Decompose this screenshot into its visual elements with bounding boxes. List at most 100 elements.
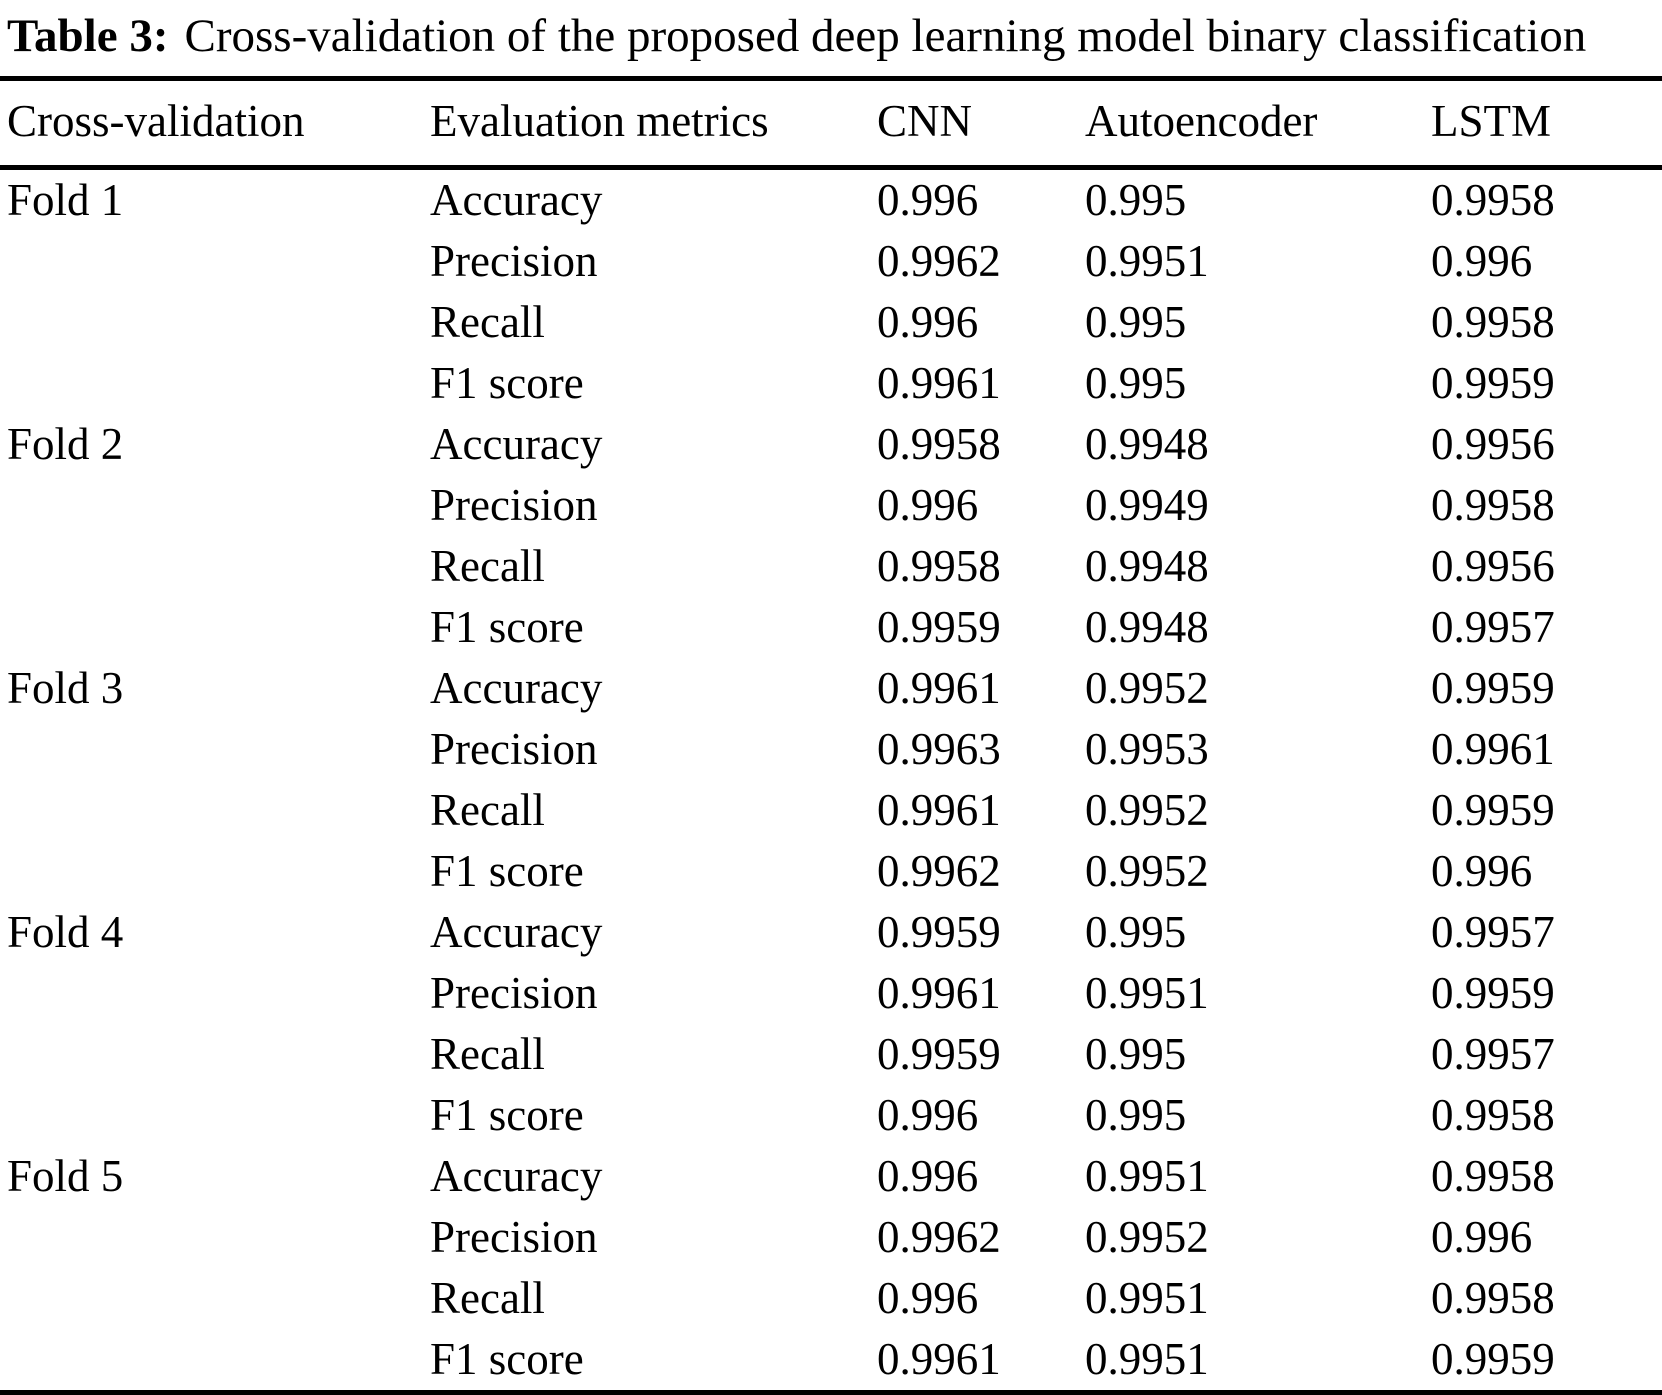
- table-row: Precision 0.996 0.9949 0.9958: [0, 475, 1662, 536]
- fold-label-empty: [0, 353, 430, 414]
- table-row: F1 score 0.9961 0.9951 0.9959: [0, 1329, 1662, 1393]
- lstm-value: 0.9959: [1431, 1334, 1555, 1385]
- metric-label: Accuracy: [430, 1151, 603, 1202]
- table-row: Fold 2 Accuracy 0.9958 0.9948 0.9956: [0, 414, 1662, 475]
- fold-label-empty: [0, 780, 430, 841]
- lstm-value: 0.9961: [1431, 724, 1555, 775]
- fold-label-empty: [0, 536, 430, 597]
- cnn-value: 0.996: [877, 480, 979, 531]
- cnn-value: 0.996: [877, 297, 979, 348]
- table-row: Recall 0.9961 0.9952 0.9959: [0, 780, 1662, 841]
- metric-label: Recall: [430, 1029, 545, 1080]
- lstm-value: 0.9958: [1431, 480, 1555, 531]
- metric-label: Accuracy: [430, 907, 603, 958]
- metric-label: F1 score: [430, 846, 584, 897]
- cnn-value: 0.9959: [877, 1029, 1001, 1080]
- cnn-value: 0.9962: [877, 236, 1001, 287]
- fold-label-empty: [0, 597, 430, 658]
- fold-label-empty: [0, 963, 430, 1024]
- lstm-value: 0.9958: [1431, 297, 1555, 348]
- lstm-value: 0.9959: [1431, 785, 1555, 836]
- metric-label: F1 score: [430, 1090, 584, 1141]
- fold-label: Fold 1: [7, 175, 124, 226]
- cnn-value: 0.9961: [877, 785, 1001, 836]
- table-row: Recall 0.996 0.9951 0.9958: [0, 1268, 1662, 1329]
- fold-label: Fold 3: [7, 663, 124, 714]
- lstm-value: 0.996: [1431, 1212, 1533, 1263]
- lstm-value: 0.996: [1431, 846, 1533, 897]
- fold-label-empty: [0, 231, 430, 292]
- fold-label-empty: [0, 1329, 430, 1393]
- lstm-value: 0.9957: [1431, 602, 1555, 653]
- fold-label-empty: [0, 1085, 430, 1146]
- metric-label: Accuracy: [430, 419, 603, 470]
- metric-label: Precision: [430, 724, 598, 775]
- cnn-value: 0.996: [877, 175, 979, 226]
- autoencoder-value: 0.9951: [1085, 1273, 1209, 1324]
- col-header-autoencoder: Autoencoder: [1085, 78, 1431, 170]
- cnn-value: 0.9958: [877, 541, 1001, 592]
- table-caption-label: Table 3:: [7, 10, 169, 62]
- table-row: Fold 4 Accuracy 0.9959 0.995 0.9957: [0, 902, 1662, 963]
- lstm-value: 0.9959: [1431, 358, 1555, 409]
- metric-label: Precision: [430, 1212, 598, 1263]
- lstm-value: 0.9959: [1431, 663, 1555, 714]
- metric-label: Accuracy: [430, 175, 603, 226]
- cnn-value: 0.9961: [877, 663, 1001, 714]
- autoencoder-value: 0.9951: [1085, 968, 1209, 1019]
- fold-label-empty: [0, 475, 430, 536]
- table-row: F1 score 0.996 0.995 0.9958: [0, 1085, 1662, 1146]
- fold-label-empty: [0, 292, 430, 353]
- col-header-cross-validation: Cross-validation: [0, 78, 430, 170]
- fold-label: Fold 4: [7, 907, 124, 958]
- cnn-value: 0.9959: [877, 602, 1001, 653]
- table-row: F1 score 0.9962 0.9952 0.996: [0, 841, 1662, 902]
- cnn-value: 0.9959: [877, 907, 1001, 958]
- table-row: Recall 0.9959 0.995 0.9957: [0, 1024, 1662, 1085]
- table-row: Precision 0.9961 0.9951 0.9959: [0, 963, 1662, 1024]
- col-header-evaluation-metrics: Evaluation metrics: [430, 78, 877, 170]
- metric-label: F1 score: [430, 358, 584, 409]
- table-row: F1 score 0.9959 0.9948 0.9957: [0, 597, 1662, 658]
- autoencoder-value: 0.9951: [1085, 1334, 1209, 1385]
- autoencoder-value: 0.9951: [1085, 236, 1209, 287]
- table-caption-text: Cross-validation of the proposed deep le…: [184, 10, 1587, 62]
- lstm-value: 0.9958: [1431, 1151, 1555, 1202]
- autoencoder-value: 0.9948: [1085, 541, 1209, 592]
- table-row: Precision 0.9962 0.9951 0.996: [0, 231, 1662, 292]
- lstm-value: 0.9958: [1431, 1273, 1555, 1324]
- cnn-value: 0.996: [877, 1151, 979, 1202]
- cnn-value: 0.9961: [877, 968, 1001, 1019]
- metric-label: Recall: [430, 541, 545, 592]
- metric-label: F1 score: [430, 1334, 584, 1385]
- cnn-value: 0.9958: [877, 419, 1001, 470]
- lstm-value: 0.9959: [1431, 968, 1555, 1019]
- autoencoder-value: 0.995: [1085, 297, 1187, 348]
- table-row: F1 score 0.9961 0.995 0.9959: [0, 353, 1662, 414]
- col-header-cnn: CNN: [877, 78, 1085, 170]
- table-row: Fold 1 Accuracy 0.996 0.995 0.9958: [0, 167, 1662, 231]
- autoencoder-value: 0.9951: [1085, 1151, 1209, 1202]
- table-caption: Table 3: Cross-validation of the proposed…: [0, 0, 1662, 76]
- autoencoder-value: 0.9948: [1085, 602, 1209, 653]
- cnn-value: 0.996: [877, 1273, 979, 1324]
- cnn-value: 0.9962: [877, 846, 1001, 897]
- metric-label: Recall: [430, 785, 545, 836]
- autoencoder-value: 0.995: [1085, 1090, 1187, 1141]
- fold-label-empty: [0, 719, 430, 780]
- metric-label: F1 score: [430, 602, 584, 653]
- lstm-value: 0.996: [1431, 236, 1533, 287]
- autoencoder-value: 0.995: [1085, 175, 1187, 226]
- autoencoder-value: 0.995: [1085, 907, 1187, 958]
- fold-label-empty: [0, 841, 430, 902]
- lstm-value: 0.9958: [1431, 175, 1555, 226]
- cnn-value: 0.9961: [877, 1334, 1001, 1385]
- autoencoder-value: 0.9952: [1085, 785, 1209, 836]
- cnn-value: 0.996: [877, 1090, 979, 1141]
- cross-validation-table: Cross-validation Evaluation metrics CNN …: [0, 76, 1662, 1395]
- lstm-value: 0.9958: [1431, 1090, 1555, 1141]
- cnn-value: 0.9963: [877, 724, 1001, 775]
- autoencoder-value: 0.9952: [1085, 663, 1209, 714]
- autoencoder-value: 0.9949: [1085, 480, 1209, 531]
